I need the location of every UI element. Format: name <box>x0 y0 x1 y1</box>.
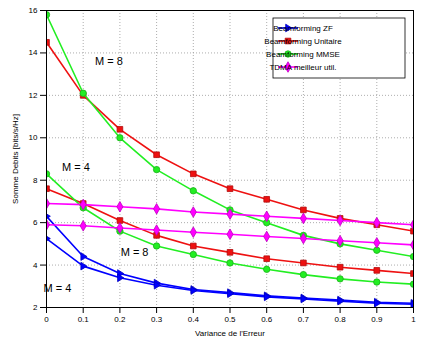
svg-text:12: 12 <box>29 91 38 100</box>
svg-text:14: 14 <box>29 48 38 57</box>
svg-text:0: 0 <box>44 315 49 324</box>
svg-text:10: 10 <box>29 133 38 142</box>
svg-text:0.9: 0.9 <box>371 315 383 324</box>
svg-text:M = 4: M = 4 <box>44 282 72 294</box>
svg-text:8: 8 <box>33 176 38 185</box>
svg-text:Variance de l'Erreur: Variance de l'Erreur <box>195 329 265 338</box>
svg-text:M = 4: M = 4 <box>62 161 90 173</box>
svg-text:0.7: 0.7 <box>298 315 310 324</box>
svg-text:0.1: 0.1 <box>78 315 90 324</box>
svg-text:1: 1 <box>411 315 416 324</box>
svg-text:Beamforming Unitaire: Beamforming Unitaire <box>264 37 342 46</box>
svg-text:Beamforming MMSE: Beamforming MMSE <box>266 50 340 59</box>
svg-text:16: 16 <box>29 6 38 15</box>
svg-text:Beamforming ZF: Beamforming ZF <box>273 24 333 33</box>
svg-text:0.5: 0.5 <box>224 315 236 324</box>
svg-text:M = 8: M = 8 <box>95 55 123 67</box>
svg-text:0.2: 0.2 <box>114 315 126 324</box>
svg-text:M = 8: M = 8 <box>121 246 149 258</box>
svg-text:TDMA meilleur util.: TDMA meilleur util. <box>269 63 336 72</box>
svg-text:0.8: 0.8 <box>335 315 347 324</box>
svg-text:0.3: 0.3 <box>151 315 163 324</box>
svg-text:6: 6 <box>33 218 38 227</box>
svg-text:Somme Debits [bits/s/Hz]: Somme Debits [bits/s/Hz] <box>11 114 20 204</box>
svg-text:4: 4 <box>33 261 38 270</box>
svg-text:0.4: 0.4 <box>188 315 200 324</box>
svg-text:0.6: 0.6 <box>261 315 273 324</box>
svg-text:2: 2 <box>33 303 38 312</box>
